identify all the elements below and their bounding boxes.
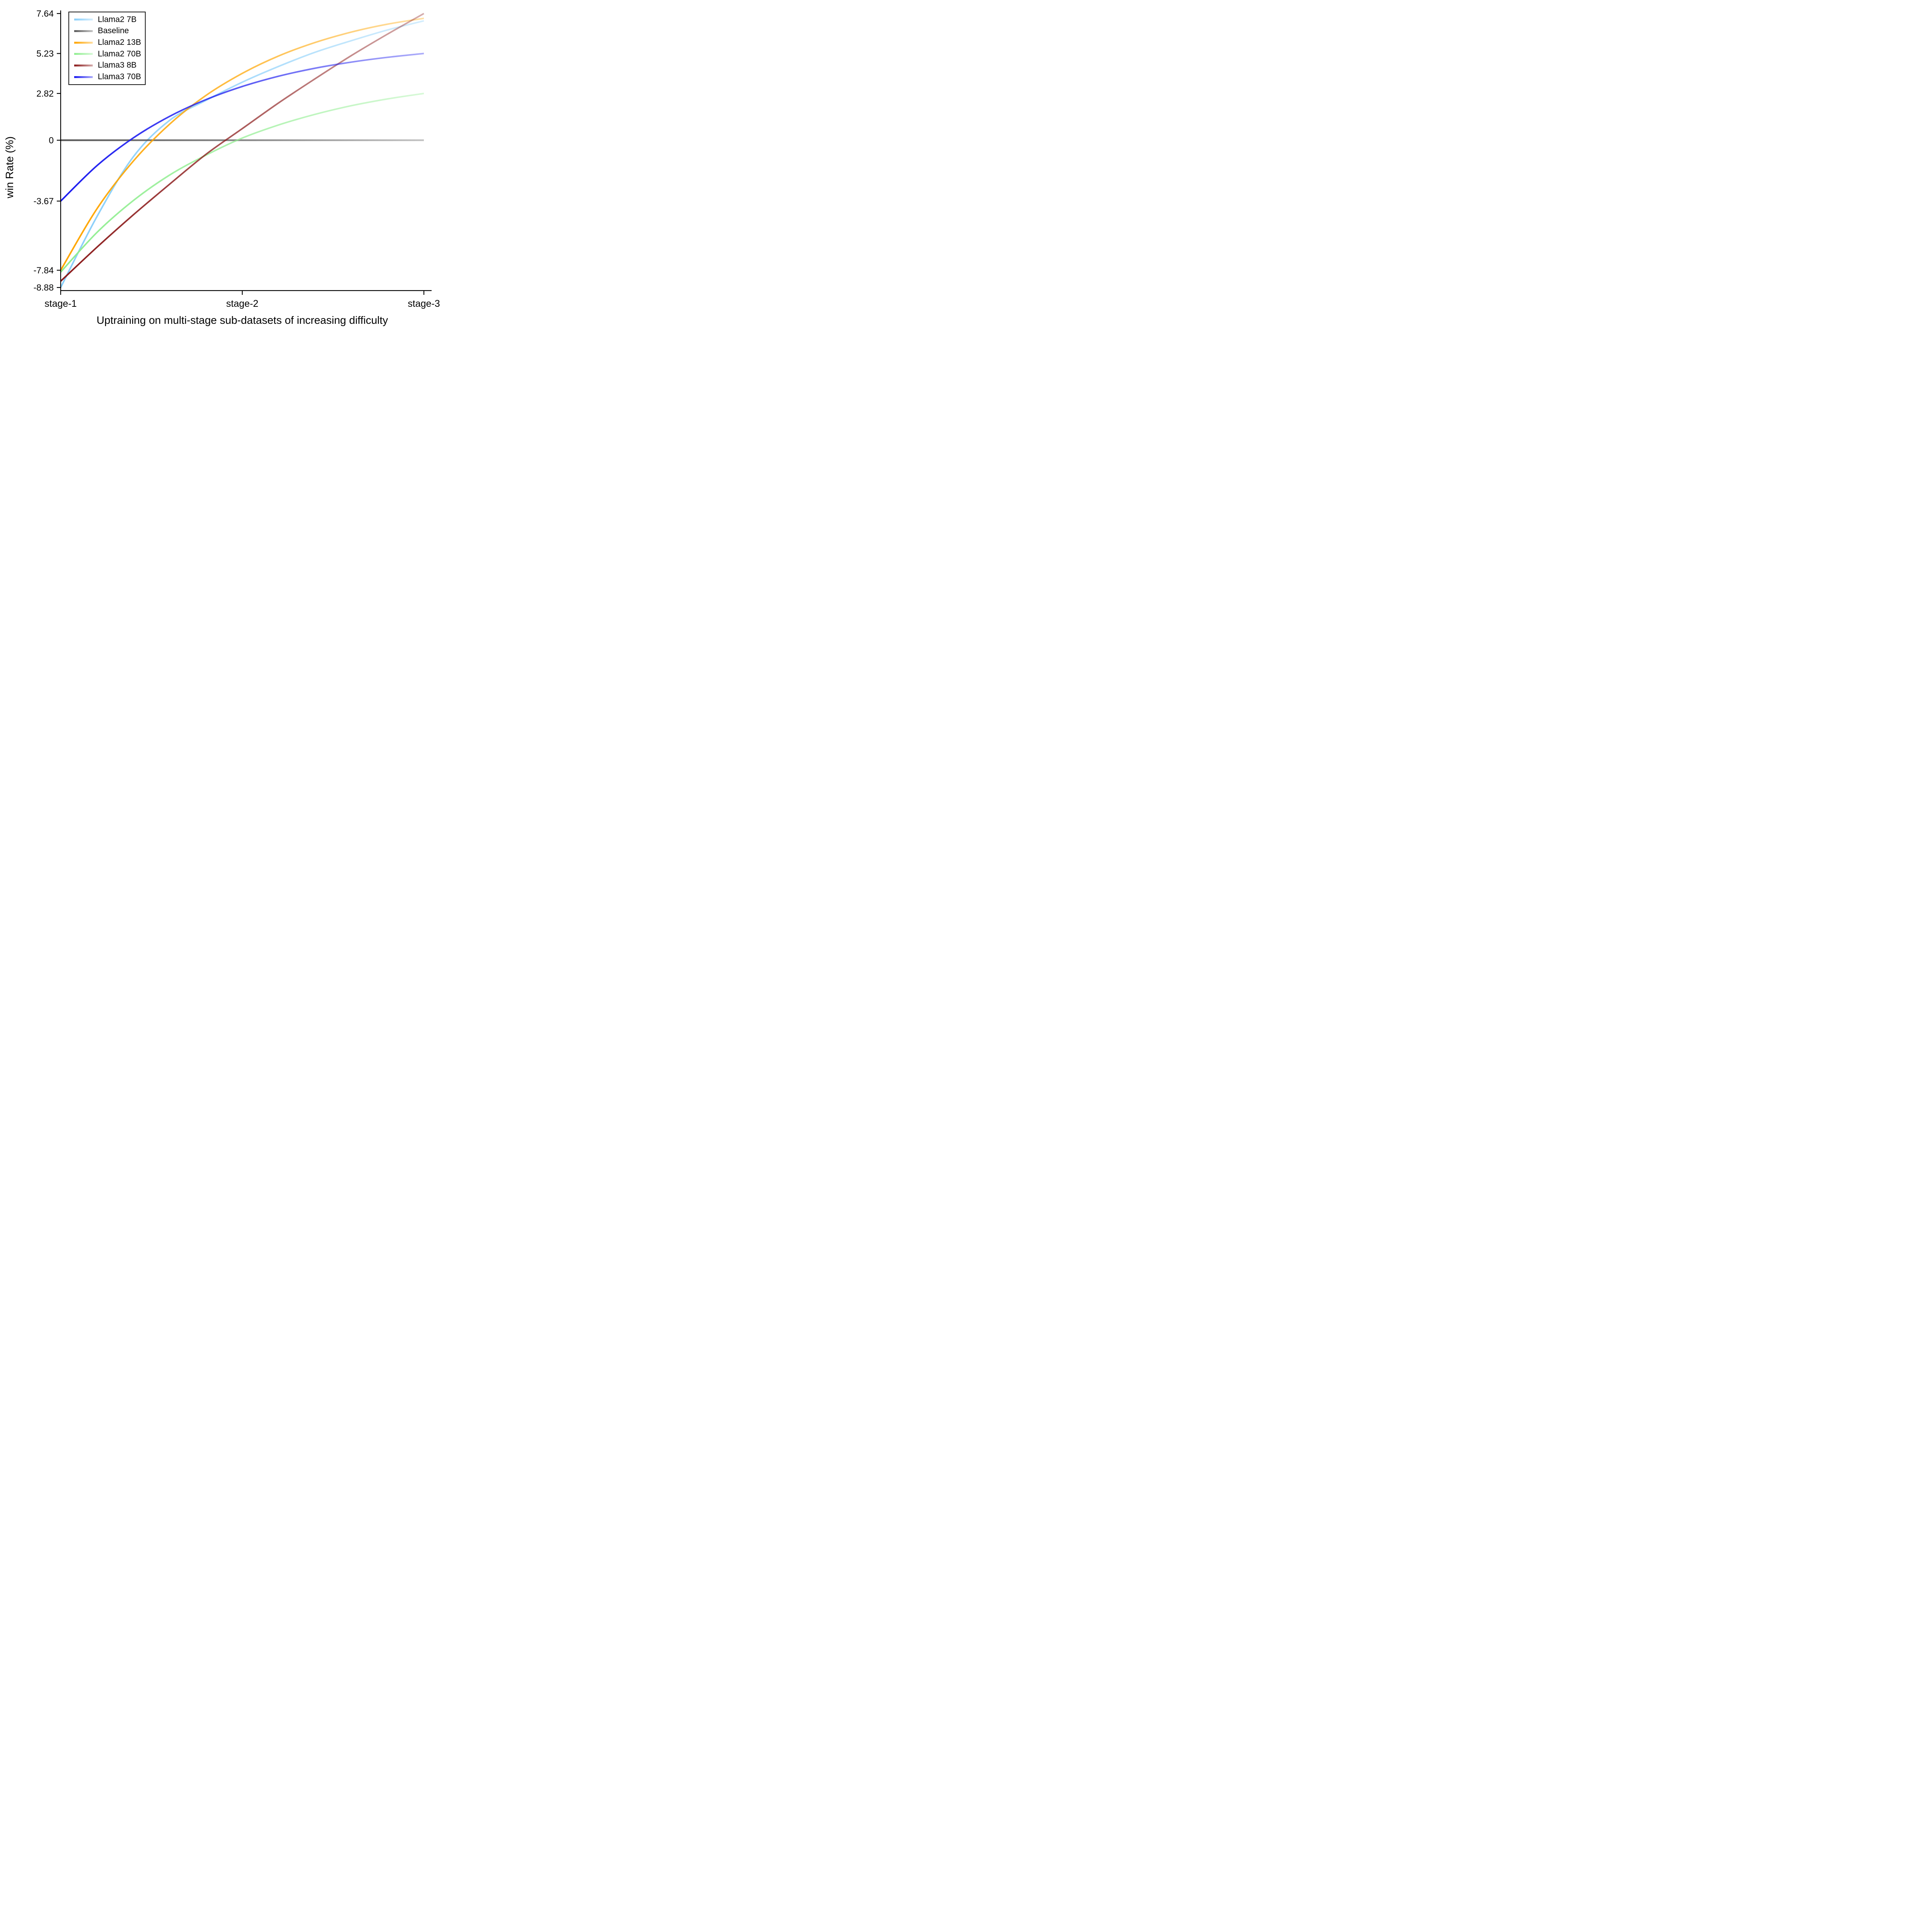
legend-item-llama2-13b: Llama2 13B xyxy=(69,37,145,48)
y-tick-label: -8.88 xyxy=(34,282,54,293)
x-tick-label: stage-2 xyxy=(226,298,258,309)
legend: Llama2 7B Baseline Llama2 13B Llama2 70B Lla… xyxy=(68,12,146,85)
legend-swatch-llama3-70b xyxy=(74,76,93,78)
legend-item-llama3-70b: Llama3 70B xyxy=(69,71,145,83)
legend-item-llama2-70b: Llama2 70B xyxy=(69,48,145,60)
y-tick-label: 7.64 xyxy=(36,9,54,19)
x-axis-title: Uptraining on multi-stage sub-datasets o… xyxy=(97,314,388,326)
x-tick-label: stage-3 xyxy=(408,298,440,309)
legend-item-llama2-7b: Llama2 7B xyxy=(69,14,145,25)
legend-item-baseline: Baseline xyxy=(69,26,145,37)
x-tick-label: stage-1 xyxy=(44,298,77,309)
legend-swatch-llama2-7b xyxy=(74,19,93,21)
legend-label: Llama2 70B xyxy=(98,49,141,58)
series-line-llama3-70b xyxy=(60,53,424,202)
legend-swatch-llama3-8b xyxy=(74,64,93,66)
legend-label: Llama3 8B xyxy=(98,61,137,70)
legend-label: Llama3 70B xyxy=(98,72,141,82)
y-tick-label: 2.82 xyxy=(36,88,54,99)
series-line-llama2-70b xyxy=(60,92,424,273)
chart-figure: 7.64 5.23 2.82 0 -3.67 -7.84 -8.88 stage-1 stage… xyxy=(0,0,449,333)
legend-swatch-baseline xyxy=(74,30,93,32)
y-tick-label: -7.84 xyxy=(34,265,54,275)
y-tick-label: -3.67 xyxy=(34,196,54,206)
y-tick-label: 0 xyxy=(49,135,54,145)
series-line-llama3-8b xyxy=(60,13,424,282)
legend-label: Llama2 7B xyxy=(98,15,137,24)
y-axis-title: win Rate (%) xyxy=(3,136,15,199)
legend-item-llama3-8b: Llama3 8B xyxy=(69,60,145,71)
series-line-llama2-13b xyxy=(60,17,424,271)
series-line-llama2-7b xyxy=(60,20,424,288)
legend-label: Baseline xyxy=(98,26,129,36)
legend-swatch-llama2-70b xyxy=(74,53,93,55)
line-chart-svg: 7.64 5.23 2.82 0 -3.67 -7.84 -8.88 stage-1 stage… xyxy=(3,9,440,326)
legend-label: Llama2 13B xyxy=(98,38,141,47)
y-tick-label: 5.23 xyxy=(36,48,54,58)
legend-swatch-llama2-13b xyxy=(74,41,93,44)
